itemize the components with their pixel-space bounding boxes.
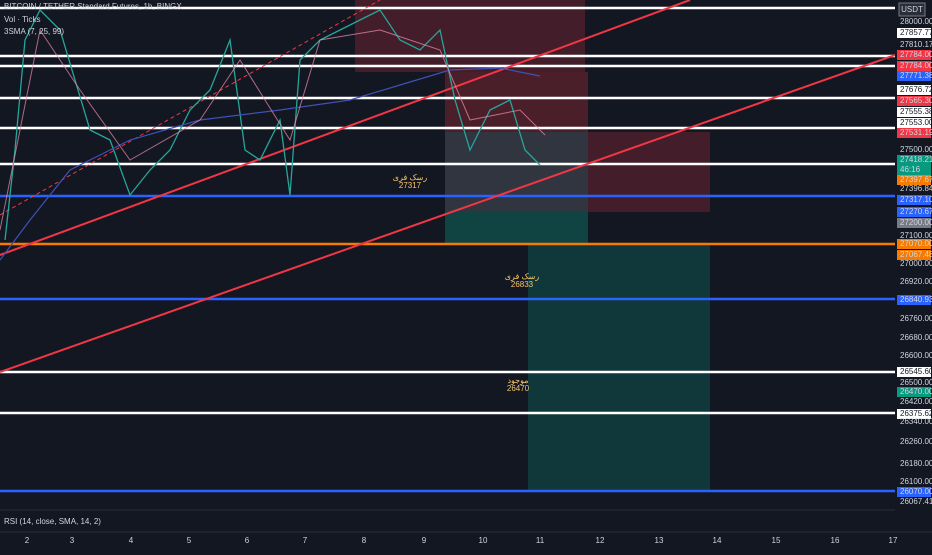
- symbol-title: BITCOIN / TETHER Standard Futures, 1h, B…: [4, 2, 182, 11]
- price-label: 27531.19: [900, 128, 932, 137]
- sma-label: 3SMA (7, 25, 99): [4, 27, 64, 36]
- price-label-box: [897, 118, 931, 128]
- price-label: 27784.00: [900, 61, 932, 70]
- time-label: 3: [70, 536, 75, 545]
- annotation-price: 26833: [511, 280, 534, 289]
- currency-box: [898, 2, 926, 17]
- price-label-box: [897, 61, 931, 71]
- annotation-label: موجود: [507, 376, 528, 385]
- price-label: 26680.00: [900, 333, 932, 342]
- price-label-box: [897, 295, 931, 305]
- time-label: 13: [655, 536, 664, 545]
- price-label: 27676.72: [900, 85, 932, 94]
- time-label: 11: [536, 536, 545, 545]
- price-label: 27555.38: [900, 107, 932, 116]
- time-label: 12: [596, 536, 605, 545]
- price-label: 27000.00: [900, 259, 932, 268]
- price-label-box: [897, 28, 931, 38]
- moving-average: [0, 28, 546, 231]
- target-box: [528, 244, 710, 490]
- time-label: 16: [831, 536, 840, 545]
- moving-average: [0, 67, 541, 261]
- price-label: 27317.10: [900, 195, 932, 204]
- price-label: 26260.00: [900, 437, 932, 446]
- price-label: 27418.21: [900, 155, 932, 164]
- price-label: 26500.00: [900, 378, 932, 387]
- price-label: 27070.00: [900, 239, 932, 248]
- time-label: 15: [772, 536, 781, 545]
- price-label-box: [897, 85, 931, 95]
- price-label: 46:16: [900, 165, 921, 174]
- zone-box: [355, 0, 585, 72]
- price-label: 27397.67: [900, 175, 932, 184]
- price-label: 27396.84: [900, 184, 932, 193]
- annotation-price: 26470: [507, 384, 530, 393]
- price-label-box: [897, 218, 931, 228]
- price-label: 27771.38: [900, 71, 932, 80]
- price-label-box: [897, 207, 931, 217]
- time-label: 5: [187, 536, 192, 545]
- time-label: 2: [25, 536, 30, 545]
- price-label: 27857.77: [900, 28, 932, 37]
- annotation-price: 27317: [399, 181, 422, 190]
- price-label: 26375.62: [900, 409, 932, 418]
- price-label-box: [897, 165, 931, 175]
- price-label: 26100.00: [900, 477, 932, 486]
- annotation-label: رسک فری: [393, 173, 428, 182]
- price-label-box: [897, 409, 931, 419]
- price-label: 27500.00: [900, 145, 932, 154]
- price-label: 26420.00: [900, 397, 932, 406]
- price-label: 26600.00: [900, 351, 932, 360]
- time-label: 17: [889, 536, 898, 545]
- price-label: 27784.00: [900, 50, 932, 59]
- price-label: 26545.60: [900, 367, 932, 376]
- target-box: [445, 212, 588, 244]
- price-label: 27200.00: [900, 218, 932, 227]
- price-label-box: [897, 155, 931, 165]
- price-label: 26470.00: [900, 387, 932, 396]
- price-label-box: [897, 250, 931, 260]
- price-label: 27565.30: [900, 96, 932, 105]
- price-label-box: [897, 195, 931, 205]
- time-label: 14: [713, 536, 722, 545]
- price-label-box: [897, 487, 931, 497]
- annotation-label: رسک فری: [505, 272, 540, 281]
- price-label: 26760.00: [900, 314, 932, 323]
- time-label: 10: [479, 536, 488, 545]
- time-label: 6: [245, 536, 250, 545]
- price-label: 27553.00: [900, 118, 932, 127]
- price-label: 27270.67: [900, 207, 932, 216]
- price-label-box: [897, 367, 931, 377]
- rsi-label: RSI (14, close, SMA, 14, 2): [4, 517, 101, 526]
- price-label: 26840.93: [900, 295, 932, 304]
- currency: USDT: [901, 5, 923, 14]
- price-label: 28000.00: [900, 17, 932, 26]
- price-label: 26920.00: [900, 277, 932, 286]
- price-label-box: [897, 50, 931, 60]
- price-label-box: [897, 96, 931, 106]
- price-label: 26180.00: [900, 459, 932, 468]
- price-label-box: [897, 387, 931, 397]
- price-label: 26067.41: [900, 497, 932, 506]
- volume-label: Vol · Ticks: [4, 15, 40, 24]
- price-label: 27810.17: [900, 40, 932, 49]
- price-label: 26070.00: [900, 487, 932, 496]
- price-label-box: [897, 239, 931, 249]
- price-label-box: [897, 107, 931, 117]
- price-label-box: [897, 145, 931, 155]
- time-label: 8: [362, 536, 367, 545]
- price-label: 26340.00: [900, 417, 932, 426]
- time-label: 9: [422, 536, 427, 545]
- price-line: [4, 8, 541, 241]
- stop-box: [588, 132, 710, 212]
- time-label: 4: [129, 536, 134, 545]
- time-label: 7: [303, 536, 308, 545]
- price-label-box: [897, 175, 931, 185]
- price-label-box: [897, 71, 931, 81]
- price-label: 27067.48: [900, 250, 932, 259]
- price-label-box: [897, 128, 931, 138]
- price-label: 27100.00: [900, 231, 932, 240]
